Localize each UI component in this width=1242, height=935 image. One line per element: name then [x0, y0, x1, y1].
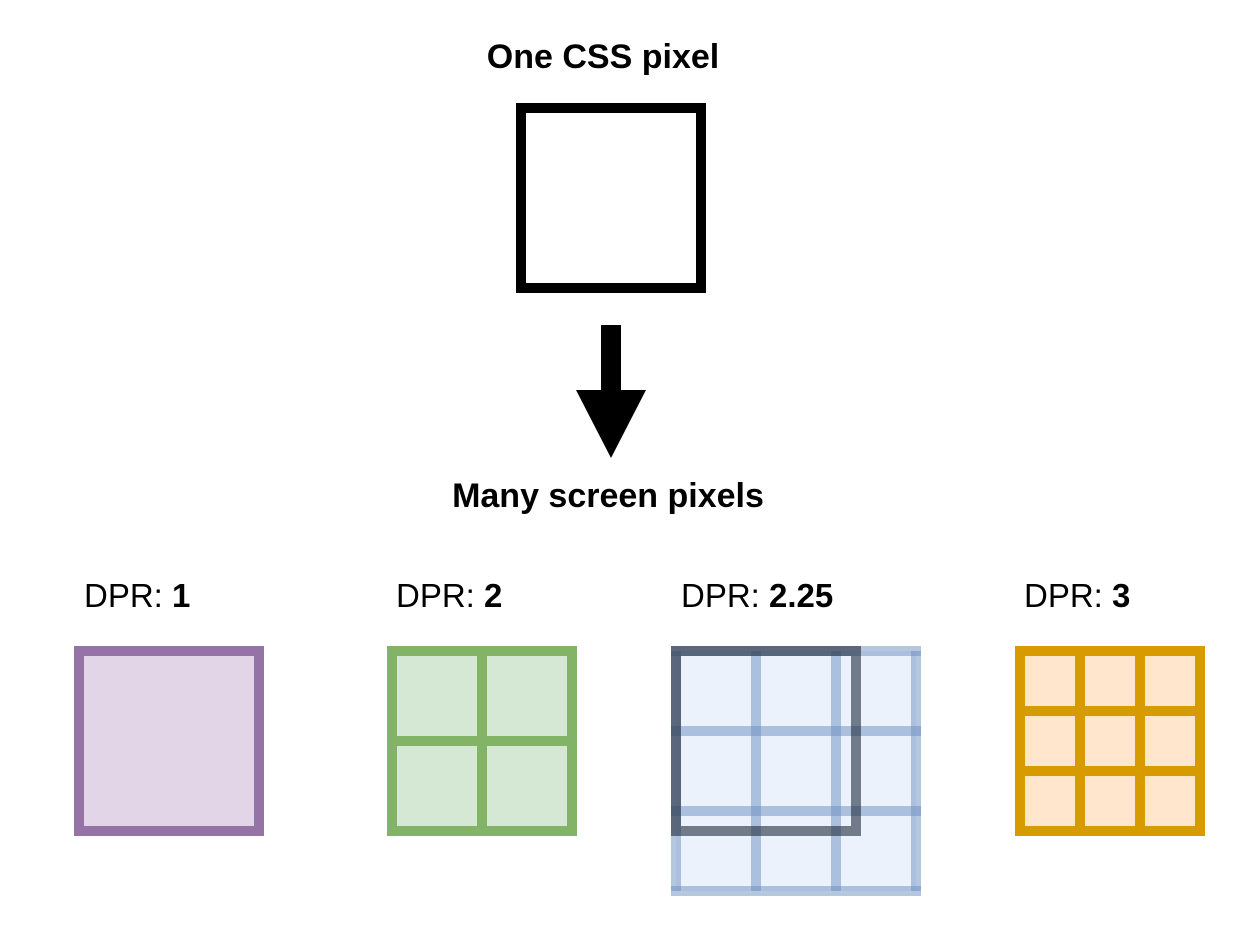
dpr-value: 1: [172, 577, 191, 614]
dpr-prefix: DPR:: [681, 577, 770, 614]
arrow-head: [576, 390, 646, 458]
dpr-prefix: DPR:: [396, 577, 485, 614]
dpr-2-label: DPR: 2: [396, 576, 502, 616]
dpr-2-grid: [387, 646, 577, 836]
screen-pixels-title: Many screen pixels: [452, 477, 764, 515]
dpr-3-outline: [1015, 646, 1205, 836]
dpr-value: 2: [484, 577, 503, 614]
dpr-3-grid: [1015, 646, 1205, 836]
dpr-prefix: DPR:: [84, 577, 173, 614]
dpr-1-grid: [74, 646, 264, 836]
dpr-1-label: DPR: 1: [84, 576, 190, 616]
dpr-2-25-css-pixel-outline: [671, 646, 861, 836]
css-pixel-square: [516, 103, 706, 293]
dpr-3-label: DPR: 3: [1024, 576, 1130, 616]
dpr-2-25-grid: [671, 646, 921, 896]
dpr-2-25-label: DPR: 2.25: [681, 576, 833, 616]
arrow-shaft: [601, 325, 621, 395]
dpr-value: 2.25: [769, 577, 834, 614]
dpr-value: 3: [1112, 577, 1131, 614]
dpr-prefix: DPR:: [1024, 577, 1113, 614]
dpr-1-pixel: [74, 646, 264, 836]
down-arrow-icon: [576, 325, 646, 458]
css-pixel-title: One CSS pixel: [486, 38, 720, 76]
dpr-2-25-background: [676, 651, 916, 891]
